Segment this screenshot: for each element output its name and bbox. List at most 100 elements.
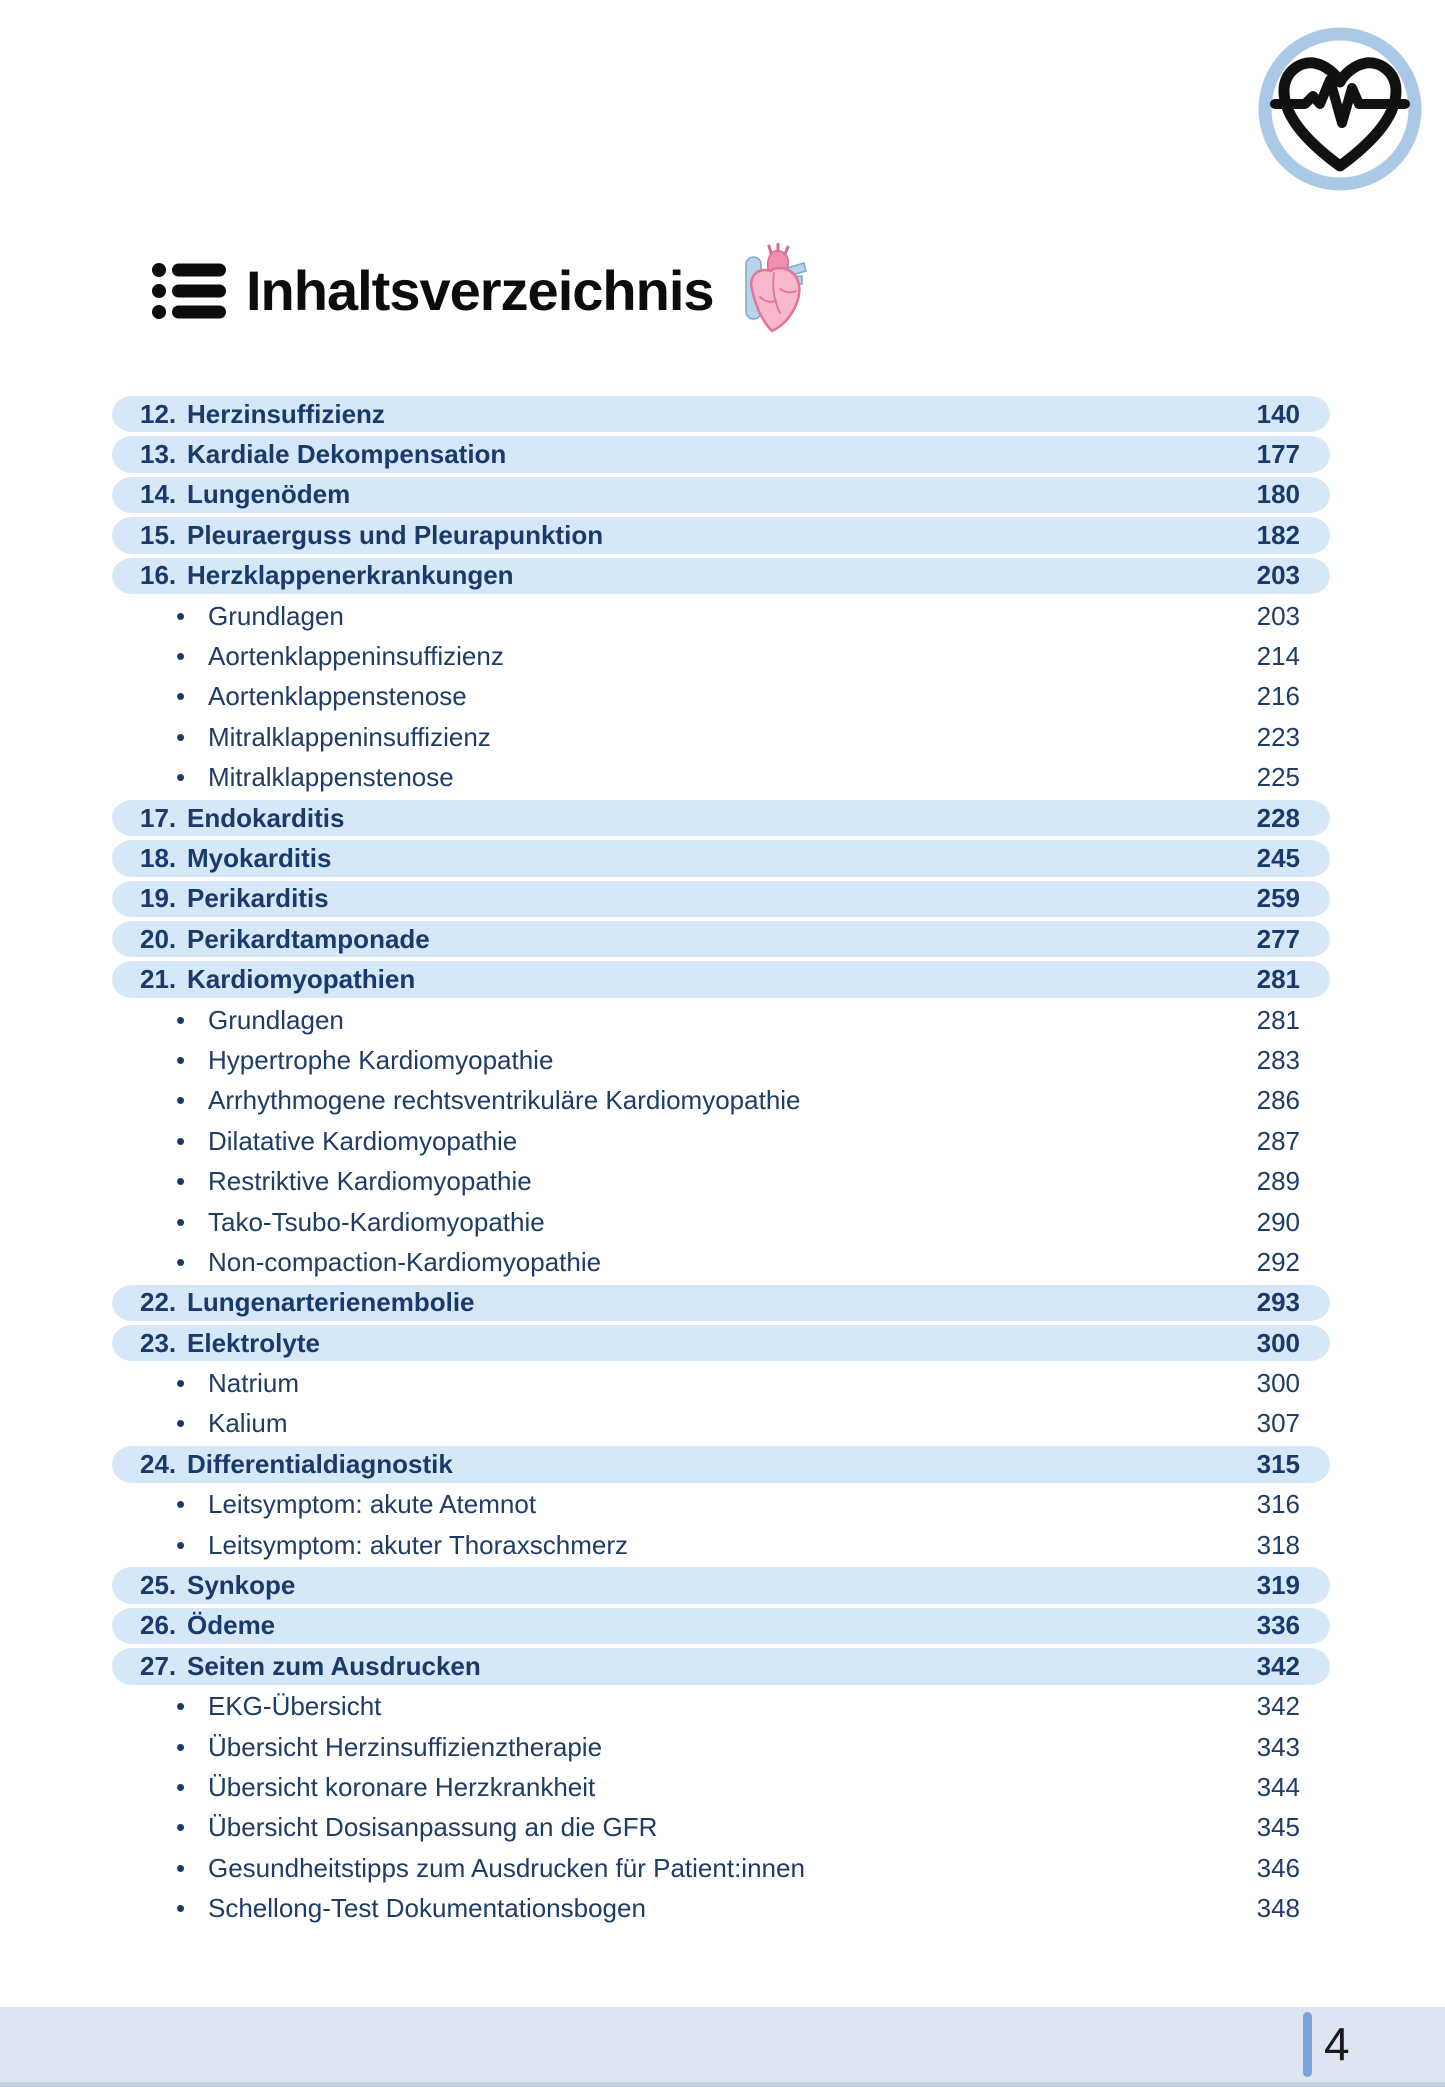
subitem-page-number: 287 bbox=[1256, 1125, 1300, 1156]
bullet-icon: • bbox=[176, 1125, 186, 1156]
chapter-page-number: 342 bbox=[1256, 1650, 1300, 1681]
subitem-page-number: 225 bbox=[1256, 762, 1300, 793]
bullet-icon: • bbox=[176, 721, 186, 752]
toc-chapter-row[interactable]: 27. Seiten zum Ausdrucken 342 bbox=[112, 1646, 1330, 1686]
toc-subitem-row[interactable]: • Leitsymptom: akute Atemnot 316 bbox=[112, 1485, 1330, 1525]
chapter-title: Kardiomyopathien bbox=[187, 964, 416, 995]
toc-chapter-row[interactable]: 25. Synkope 319 bbox=[112, 1565, 1330, 1605]
toc-subitem-row[interactable]: • Grundlagen 281 bbox=[112, 1000, 1330, 1040]
toc-subitem-row[interactable]: • Mitralklappenstenose 225 bbox=[112, 758, 1330, 798]
chapter-title: Perikardtamponade bbox=[187, 923, 430, 954]
toc-chapter-row[interactable]: 12. Herzinsuffizienz 140 bbox=[112, 394, 1330, 434]
bullet-icon: • bbox=[176, 641, 186, 672]
chapter-number: 26. bbox=[140, 1610, 177, 1641]
toc-chapter-row[interactable]: 23. Elektrolyte 300 bbox=[112, 1323, 1330, 1363]
page-header: Inhaltsverzeichnis bbox=[152, 242, 810, 333]
chapter-number: 27. bbox=[140, 1650, 177, 1681]
toc-subitem-row[interactable]: • Kalium 307 bbox=[112, 1404, 1330, 1444]
chapter-title: Lungenarterienembolie bbox=[187, 1287, 475, 1318]
bullet-icon: • bbox=[176, 1044, 186, 1075]
chapter-page-number: 281 bbox=[1256, 964, 1300, 995]
list-icon bbox=[152, 262, 226, 320]
chapter-title: Pleuraerguss und Pleurapunktion bbox=[187, 519, 604, 550]
subitem-page-number: 290 bbox=[1256, 1206, 1300, 1237]
subitem-title: Dilatative Kardiomyopathie bbox=[208, 1125, 518, 1156]
subitem-page-number: 343 bbox=[1256, 1731, 1300, 1762]
toc-chapter-row[interactable]: 22. Lungenarterienembolie 293 bbox=[112, 1283, 1330, 1323]
toc-chapter-row[interactable]: 24. Differentialdiagnostik 315 bbox=[112, 1444, 1330, 1484]
chapter-title: Kardiale Dekompensation bbox=[187, 439, 507, 470]
subitem-title: Grundlagen bbox=[208, 1004, 344, 1035]
toc-chapter-row[interactable]: 20. Perikardtamponade 277 bbox=[112, 919, 1330, 959]
chapter-page-number: 259 bbox=[1256, 883, 1300, 914]
subitem-page-number: 344 bbox=[1256, 1771, 1300, 1802]
subitem-title: Übersicht koronare Herzkrankheit bbox=[208, 1771, 596, 1802]
chapter-number: 20. bbox=[140, 923, 177, 954]
chapter-number: 13. bbox=[140, 439, 177, 470]
bullet-icon: • bbox=[176, 600, 186, 631]
bullet-icon: • bbox=[176, 1085, 186, 1116]
subitem-page-number: 214 bbox=[1256, 641, 1300, 672]
subitem-page-number: 316 bbox=[1256, 1489, 1300, 1520]
toc-subitem-row[interactable]: • Aortenklappenstenose 216 bbox=[112, 677, 1330, 717]
toc-subitem-row[interactable]: • Übersicht Dosisanpassung an die GFR 345 bbox=[112, 1808, 1330, 1848]
subitem-page-number: 346 bbox=[1256, 1852, 1300, 1883]
toc-subitem-row[interactable]: • EKG-Übersicht 342 bbox=[112, 1687, 1330, 1727]
subitem-title: Kalium bbox=[208, 1408, 288, 1439]
bullet-icon: • bbox=[176, 1004, 186, 1035]
toc-subitem-row[interactable]: • Schellong-Test Dokumentationsbogen 348 bbox=[112, 1888, 1330, 1928]
toc-chapter-row[interactable]: 16. Herzklappenerkrankungen 203 bbox=[112, 556, 1330, 596]
toc-chapter-row[interactable]: 21. Kardiomyopathien 281 bbox=[112, 959, 1330, 999]
toc-subitem-row[interactable]: • Leitsymptom: akuter Thoraxschmerz 318 bbox=[112, 1525, 1330, 1565]
toc-subitem-row[interactable]: • Tako-Tsubo-Kardiomyopathie 290 bbox=[112, 1202, 1330, 1242]
toc-subitem-row[interactable]: • Gesundheitstipps zum Ausdrucken für Pat… bbox=[112, 1848, 1330, 1888]
toc-chapter-row[interactable]: 26. Ödeme 336 bbox=[112, 1606, 1330, 1646]
chapter-page-number: 177 bbox=[1256, 439, 1300, 470]
subitem-title: Aortenklappenstenose bbox=[208, 681, 467, 712]
toc-subitem-row[interactable]: • Übersicht koronare Herzkrankheit 344 bbox=[112, 1767, 1330, 1807]
toc-subitem-row[interactable]: • Arrhythmogene rechtsventrikuläre Kardio… bbox=[112, 1081, 1330, 1121]
chapter-page-number: 180 bbox=[1256, 479, 1300, 510]
subitem-page-number: 318 bbox=[1256, 1529, 1300, 1560]
subitem-title: Leitsymptom: akute Atemnot bbox=[208, 1489, 537, 1520]
subitem-page-number: 203 bbox=[1256, 600, 1300, 631]
toc-subitem-row[interactable]: • Natrium 300 bbox=[112, 1363, 1330, 1403]
toc-subitem-row[interactable]: • Dilatative Kardiomyopathie 287 bbox=[112, 1121, 1330, 1161]
subitem-title: Restriktive Kardiomyopathie bbox=[208, 1166, 532, 1197]
chapter-page-number: 319 bbox=[1256, 1570, 1300, 1601]
toc-subitem-row[interactable]: • Mitralklappeninsuffizienz 223 bbox=[112, 717, 1330, 757]
subitem-title: Gesundheitstipps zum Ausdrucken für Pati… bbox=[208, 1852, 805, 1883]
chapter-number: 24. bbox=[140, 1448, 177, 1479]
toc-chapter-row[interactable]: 13. Kardiale Dekompensation 177 bbox=[112, 434, 1330, 474]
toc-subitem-row[interactable]: • Aortenklappeninsuffizienz 214 bbox=[112, 636, 1330, 676]
toc-chapter-row[interactable]: 14. Lungenödem 180 bbox=[112, 475, 1330, 515]
toc-subitem-row[interactable]: • Übersicht Herzinsuffizienztherapie 343 bbox=[112, 1727, 1330, 1767]
chapter-number: 25. bbox=[140, 1570, 177, 1601]
chapter-title: Perikarditis bbox=[187, 883, 329, 914]
subitem-page-number: 223 bbox=[1256, 721, 1300, 752]
chapter-number: 18. bbox=[140, 842, 177, 873]
subitem-page-number: 300 bbox=[1256, 1368, 1300, 1399]
chapter-page-number: 228 bbox=[1256, 802, 1300, 833]
toc-chapter-row[interactable]: 17. Endokarditis 228 bbox=[112, 798, 1330, 838]
toc-subitem-row[interactable]: • Hypertrophe Kardiomyopathie 283 bbox=[112, 1040, 1330, 1080]
toc-subitem-row[interactable]: • Restriktive Kardiomyopathie 289 bbox=[112, 1161, 1330, 1201]
bullet-icon: • bbox=[176, 1206, 186, 1237]
toc-chapter-row[interactable]: 18. Myokarditis 245 bbox=[112, 838, 1330, 878]
subitem-page-number: 281 bbox=[1256, 1004, 1300, 1035]
chapter-number: 23. bbox=[140, 1327, 177, 1358]
chapter-page-number: 203 bbox=[1256, 560, 1300, 591]
bullet-icon: • bbox=[176, 1812, 186, 1843]
toc-subitem-row[interactable]: • Non-compaction-Kardiomyopathie 292 bbox=[112, 1242, 1330, 1282]
page-footer: 4 bbox=[0, 2007, 1445, 2087]
bullet-icon: • bbox=[176, 1691, 186, 1722]
chapter-title: Seiten zum Ausdrucken bbox=[187, 1650, 481, 1681]
chapter-page-number: 293 bbox=[1256, 1287, 1300, 1318]
toc-chapter-row[interactable]: 15. Pleuraerguss und Pleurapunktion 182 bbox=[112, 515, 1330, 555]
subitem-title: Natrium bbox=[208, 1368, 300, 1399]
subitem-title: Grundlagen bbox=[208, 600, 344, 631]
toc-chapter-row[interactable]: 19. Perikarditis 259 bbox=[112, 879, 1330, 919]
subitem-page-number: 216 bbox=[1256, 681, 1300, 712]
toc-subitem-row[interactable]: • Grundlagen 203 bbox=[112, 596, 1330, 636]
